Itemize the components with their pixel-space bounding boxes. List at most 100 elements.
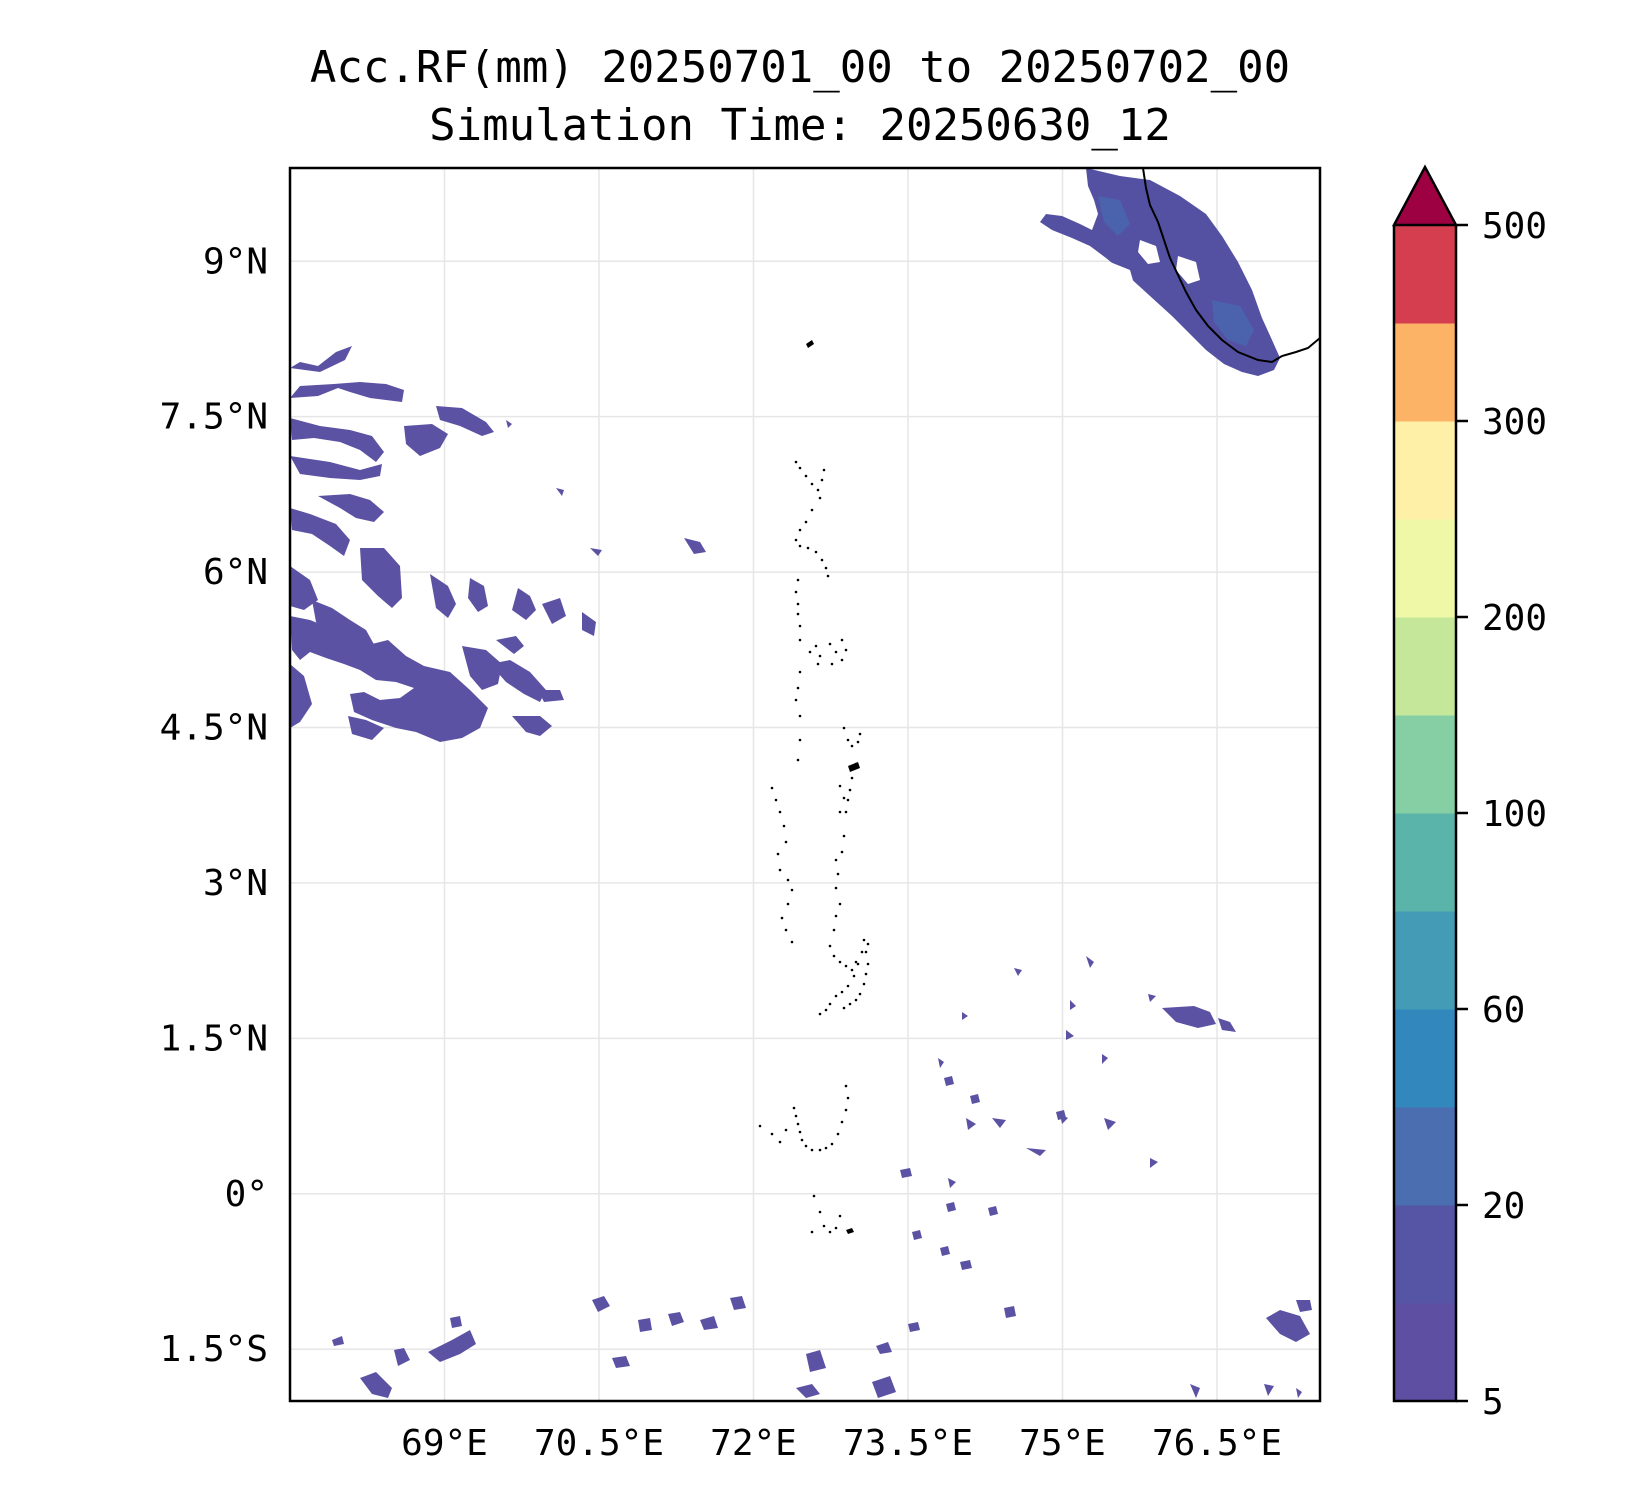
- island-dot: [796, 612, 800, 616]
- colorbar-segment: [1394, 715, 1456, 814]
- latitude-tick-label: 0°: [225, 1174, 268, 1215]
- rainfall-patch-heavier: [1098, 196, 1130, 236]
- rainfall-patch: [1162, 1006, 1216, 1028]
- island-dot: [822, 468, 826, 472]
- rainfall-patch: [582, 612, 596, 636]
- island-dot: [814, 644, 818, 648]
- rainfall-patch: [1066, 1030, 1074, 1040]
- map-frame: [288, 166, 1322, 1403]
- longitude-tick-label: 69°E: [401, 1423, 488, 1464]
- rainfall-patch: [944, 1076, 954, 1086]
- rainfall-patch: [592, 1296, 610, 1312]
- rainfall-patch: [290, 418, 384, 462]
- longitude-tick-label: 72°E: [710, 1423, 797, 1464]
- rainfall-field: [290, 168, 1312, 1398]
- rainfall-patch: [1266, 1310, 1310, 1342]
- island-dot: [862, 938, 866, 942]
- island-dot: [846, 798, 850, 802]
- colorbar-segment: [1394, 1303, 1456, 1402]
- rainfall-patch: [1056, 1110, 1066, 1120]
- rainfall-patch: [912, 1230, 922, 1240]
- rainfall-patch: [506, 420, 512, 428]
- india-coastline: [1142, 168, 1320, 364]
- rainfall-patch: [796, 1384, 820, 1398]
- island-dot: [840, 638, 844, 642]
- island-dot: [820, 478, 824, 482]
- rainfall-patch: [700, 1316, 718, 1330]
- rainfall-patch: [436, 406, 494, 436]
- island-dot: [828, 1230, 832, 1234]
- island-dot: [850, 776, 854, 780]
- island-dot: [858, 732, 862, 736]
- island-dot: [844, 810, 848, 814]
- rainfall-patch: [1190, 1384, 1200, 1398]
- rainfall-patch: [966, 1118, 976, 1130]
- rainfall-gap: [1176, 256, 1200, 284]
- colorbar-tick-label: 500: [1482, 206, 1547, 247]
- island-dot: [798, 638, 802, 642]
- island-dot: [818, 1148, 822, 1152]
- rainfall-patch: [668, 1312, 684, 1326]
- rainfall-patches: [290, 168, 1312, 1398]
- rainfall-patch: [1026, 1148, 1046, 1156]
- rainfall-patch: [462, 646, 502, 690]
- rainfall-patch: [496, 636, 524, 654]
- rainfall-patch: [1296, 1300, 1312, 1312]
- island-dot: [796, 578, 800, 582]
- island-dot: [824, 1008, 828, 1012]
- island-dot: [806, 546, 810, 550]
- island-dot: [774, 798, 778, 802]
- island-dot: [840, 850, 844, 854]
- island-dot: [808, 650, 812, 654]
- island-dot: [832, 928, 836, 932]
- island-dot: [838, 810, 842, 814]
- rainfall-patch: [538, 690, 564, 702]
- rainfall-patch: [1102, 1054, 1108, 1064]
- island-dot: [842, 726, 846, 730]
- island-dot: [804, 520, 808, 524]
- rainfall-patch: [908, 1322, 920, 1332]
- rainfall-patch: [1070, 1000, 1076, 1010]
- island-dot: [846, 738, 850, 742]
- rainfall-patch: [960, 1260, 972, 1270]
- rainfall-patch: [962, 1012, 968, 1020]
- colorbar-tick-label: 200: [1482, 598, 1547, 639]
- colorbar-segment: [1394, 1205, 1456, 1304]
- latitude-tick-label: 1.5°N: [160, 1018, 268, 1059]
- island-dot: [842, 834, 846, 838]
- coastlines: [758, 168, 1320, 1234]
- island-dot: [804, 1144, 808, 1148]
- rainfall-patch: [988, 1206, 998, 1216]
- colorbar-tick-label: 300: [1482, 402, 1547, 443]
- island-dot: [782, 824, 786, 828]
- rainfall-patch: [730, 1296, 746, 1310]
- island-dot: [824, 1146, 828, 1150]
- island-dot: [798, 1130, 802, 1134]
- latitude-tick-label: 7.5°N: [160, 397, 268, 438]
- rainfall-patch: [468, 578, 488, 612]
- island-dot: [836, 872, 840, 876]
- island-dot: [830, 662, 834, 666]
- island-dot: [796, 1122, 800, 1126]
- island-dot: [862, 982, 866, 986]
- map-background: [290, 168, 1320, 1401]
- island-dot: [824, 566, 828, 570]
- island-dot: [838, 960, 842, 964]
- island-dot: [830, 1142, 834, 1146]
- rainfall-patch: [318, 494, 384, 522]
- island-dot: [798, 466, 802, 470]
- colorbar-segment: [1394, 225, 1456, 324]
- island-dot: [834, 650, 838, 654]
- island-dot: [842, 1006, 846, 1010]
- colorbar-tick-label: 20: [1482, 1186, 1525, 1227]
- rainfall-patch: [290, 616, 488, 742]
- island-dot: [780, 916, 784, 920]
- island-dot: [848, 788, 852, 792]
- island-dot: [790, 940, 794, 944]
- island-dot: [828, 642, 832, 646]
- rainfall-patch: [290, 664, 312, 728]
- island-dot: [804, 474, 808, 478]
- rainfall-patch: [1218, 1018, 1236, 1032]
- island-dot: [836, 1132, 840, 1136]
